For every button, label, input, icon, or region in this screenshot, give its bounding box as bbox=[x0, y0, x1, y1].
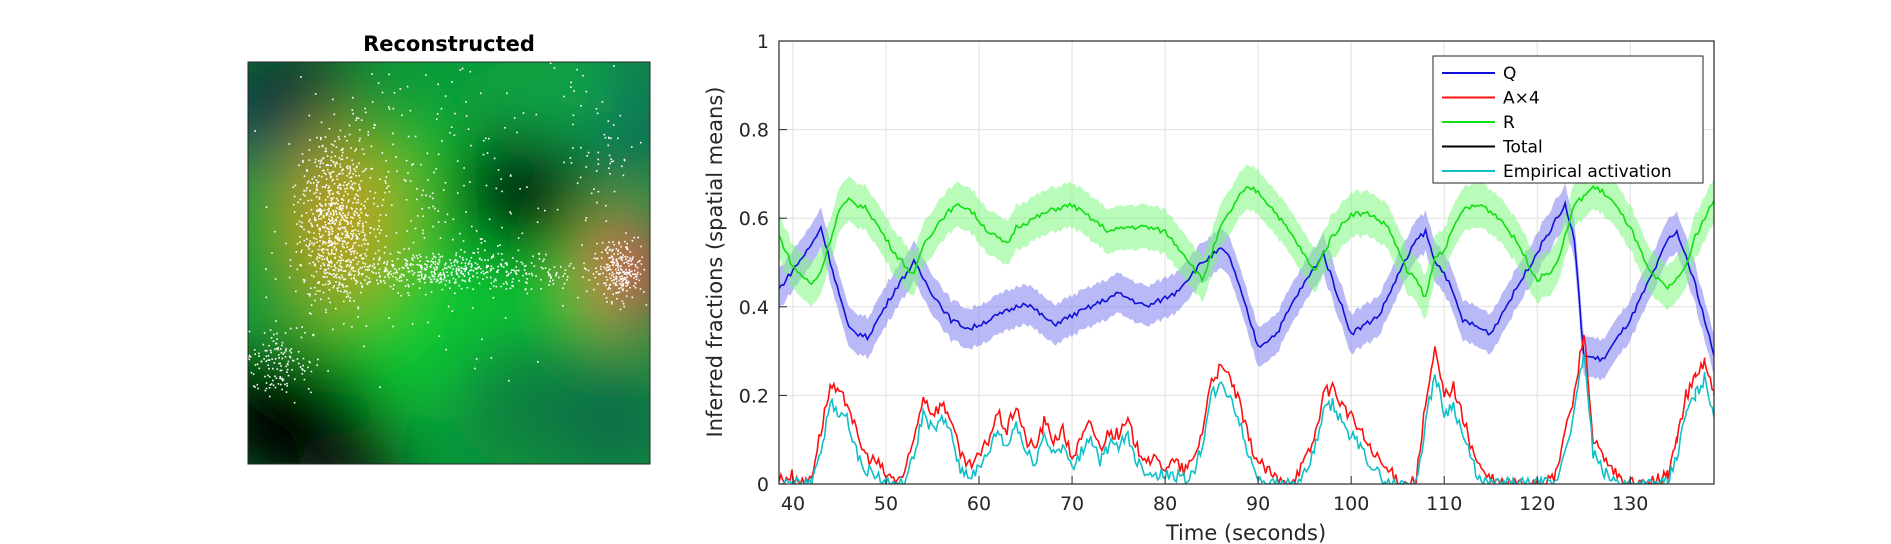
x-tick-label: 50 bbox=[874, 493, 898, 515]
y-axis-ticks: 0 0.2 0.4 0.6 0.8 1 bbox=[739, 31, 787, 496]
x-tick-label: 130 bbox=[1612, 493, 1648, 515]
reconstructed-image bbox=[248, 62, 650, 464]
band-q bbox=[779, 183, 1714, 381]
x-tick-label: 90 bbox=[1246, 493, 1270, 515]
x-tick-label: 120 bbox=[1519, 493, 1555, 515]
x-axis-ticks: 40 50 60 70 80 90 100 110 120 130 bbox=[781, 476, 1648, 515]
legend-entry: R bbox=[1503, 113, 1515, 133]
x-tick-label: 60 bbox=[967, 493, 991, 515]
spike-dots bbox=[248, 62, 648, 404]
legend-entry: Q bbox=[1503, 64, 1516, 84]
series-lines bbox=[779, 185, 1714, 484]
x-tick-label: 70 bbox=[1060, 493, 1084, 515]
reconstructed-panel: Reconstructed bbox=[247, 32, 651, 465]
y-tick-label: 0.6 bbox=[739, 208, 769, 230]
x-tick-label: 80 bbox=[1153, 493, 1177, 515]
line-q bbox=[779, 200, 1714, 363]
legend-entry: Total bbox=[1502, 138, 1543, 158]
x-axis-label: Time (seconds) bbox=[1165, 521, 1326, 544]
legend-entry: Empirical activation bbox=[1503, 162, 1672, 182]
reconstructed-title: Reconstructed bbox=[363, 32, 535, 56]
plot-frame bbox=[778, 40, 1715, 485]
legend: Q A×4 R Total Empirical activation bbox=[1432, 55, 1704, 184]
y-tick-label: 0 bbox=[757, 474, 769, 496]
y-tick-label: 0.2 bbox=[739, 385, 769, 407]
x-tick-label: 110 bbox=[1426, 493, 1462, 515]
y-tick-label: 0.4 bbox=[739, 297, 769, 319]
image-frame bbox=[247, 61, 651, 465]
line-r bbox=[779, 185, 1714, 298]
legend-entry: A×4 bbox=[1503, 89, 1540, 109]
x-tick-label: 40 bbox=[781, 493, 805, 515]
y-tick-label: 0.8 bbox=[739, 120, 769, 142]
line-empirical-activation bbox=[779, 354, 1714, 484]
confidence-bands bbox=[779, 164, 1714, 381]
line-a-4 bbox=[779, 334, 1714, 484]
x-tick-label: 100 bbox=[1333, 493, 1369, 515]
band-r bbox=[779, 164, 1714, 319]
chart: 40 50 60 70 80 90 100 110 120 130 00.20.40.60.81 … bbox=[703, 31, 1715, 544]
legend-box bbox=[1432, 55, 1704, 184]
y-tick-label: 1 bbox=[757, 31, 769, 53]
y-axis-label: Inferred fractions (spatial means) bbox=[703, 87, 727, 438]
